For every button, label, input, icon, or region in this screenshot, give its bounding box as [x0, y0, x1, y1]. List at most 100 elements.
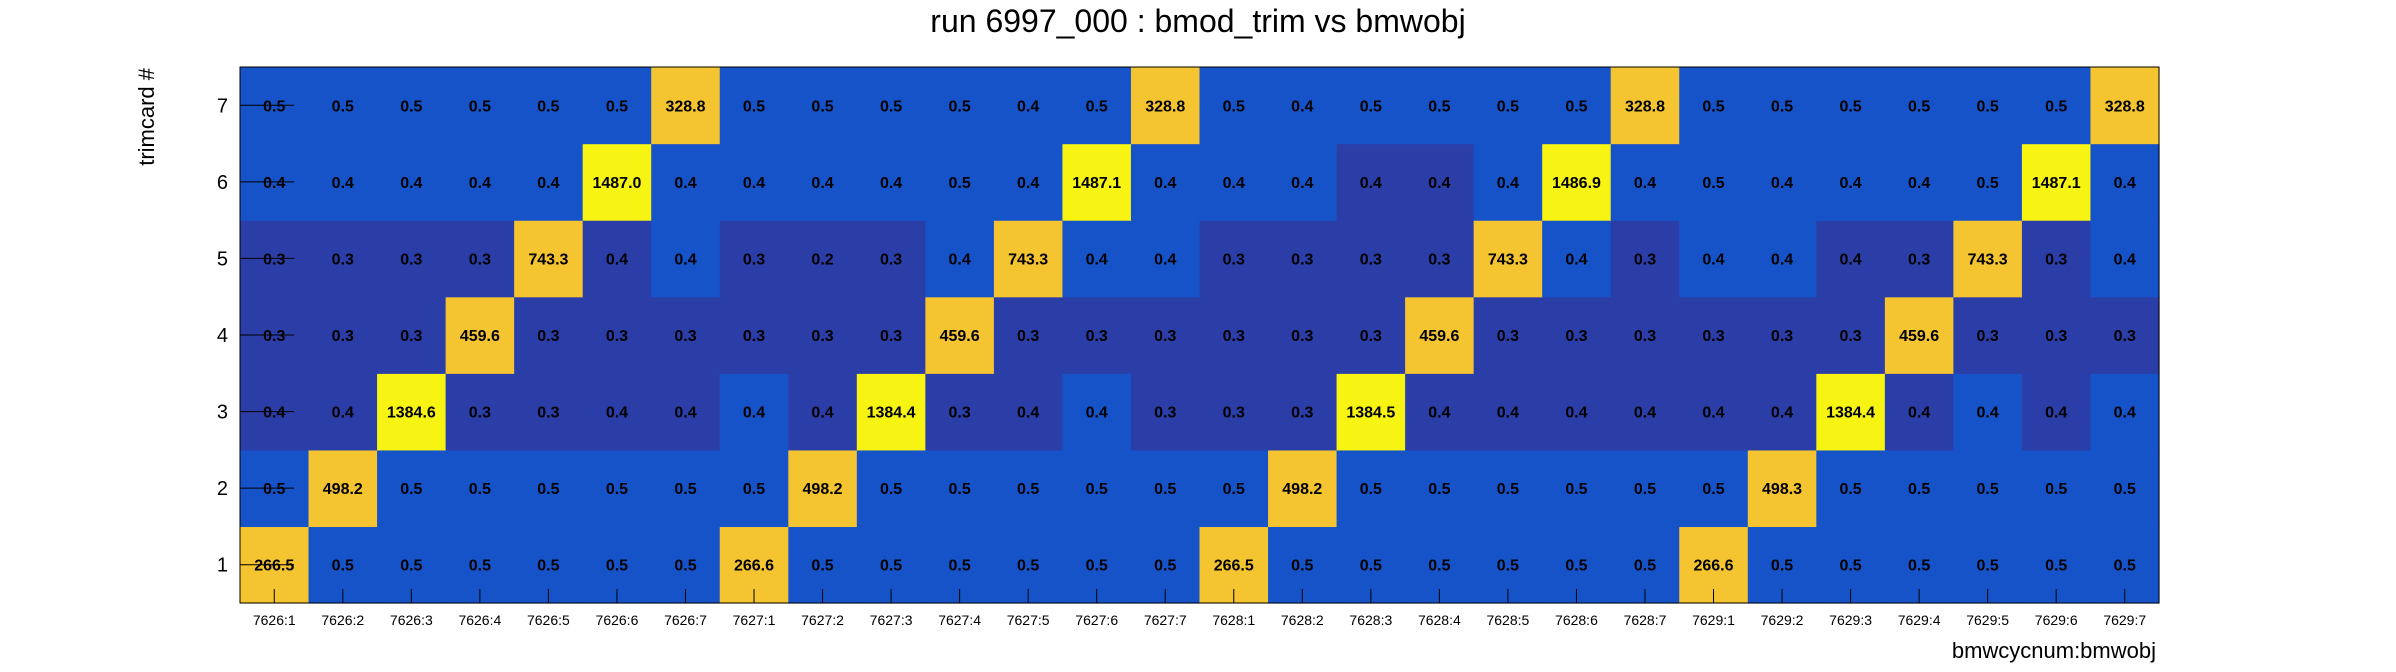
- cell-value-label: 0.4: [332, 405, 354, 422]
- heatmap-cell: [993, 373, 1064, 451]
- heatmap-cell: [1473, 143, 1543, 221]
- cell-value-label: 0.4: [1565, 405, 1587, 422]
- heatmap-cell: [308, 449, 378, 528]
- cell-value-label: 0.5: [1908, 558, 1930, 575]
- heatmap-cell: [1062, 67, 1132, 145]
- cell-value-label: 0.5: [1154, 481, 1176, 498]
- cell-value-label: 0.4: [880, 175, 902, 192]
- heatmap-cell: [788, 220, 858, 298]
- cell-value-label: 0.4: [2114, 251, 2136, 268]
- cell-value-label: 0.4: [1839, 175, 1861, 192]
- heatmap-cell: [1336, 373, 1406, 451]
- heatmap-cell: [1542, 67, 1612, 145]
- x-tick-label: 7627:4: [938, 612, 981, 628]
- heatmap-cell: [788, 373, 858, 451]
- cell-value-label: 0.4: [743, 175, 765, 192]
- cell-value-label: 0.3: [1771, 328, 1793, 345]
- heatmap-cell: [856, 143, 926, 221]
- cell-value-label: 0.3: [469, 405, 491, 422]
- heatmap-cell: [1405, 220, 1475, 298]
- cell-value-label: 0.4: [949, 251, 971, 268]
- cell-value-label: 0.4: [1360, 175, 1382, 192]
- cell-value-label: 328.8: [665, 98, 705, 115]
- cell-value-label: 0.4: [1086, 251, 1108, 268]
- cell-value-label: 0.4: [1977, 405, 1999, 422]
- cell-value-label: 0.5: [263, 481, 285, 498]
- heatmap-cell: [514, 296, 584, 374]
- heatmap-cell: [856, 67, 926, 145]
- heatmap-cell: [1473, 373, 1543, 451]
- cell-value-label: 0.5: [1428, 98, 1450, 115]
- cell-value-label: 0.5: [469, 98, 491, 115]
- heatmap-cell: [445, 67, 515, 145]
- cell-value-label: 0.4: [537, 175, 559, 192]
- cell-value-label: 0.5: [674, 558, 696, 575]
- heatmap-cell: [993, 67, 1064, 145]
- heatmap-cell: [308, 296, 378, 374]
- heatmap-cell: [1610, 67, 1680, 145]
- heatmap-cell: [1747, 449, 1817, 528]
- cell-value-label: 0.5: [743, 98, 765, 115]
- cell-value-label: 0.5: [606, 558, 628, 575]
- y-tick-label: 4: [217, 325, 228, 347]
- x-tick-label: 7628:6: [1555, 612, 1598, 628]
- cell-value-label: 0.5: [332, 558, 354, 575]
- cell-value-label: 0.5: [1223, 98, 1245, 115]
- cell-value-label: 0.3: [1223, 328, 1245, 345]
- cell-value-label: 0.3: [1086, 328, 1108, 345]
- heatmap-cell: [993, 449, 1064, 528]
- cell-value-label: 1486.9: [1552, 175, 1601, 192]
- cell-value-label: 0.4: [1017, 175, 1039, 192]
- heatmap-cell: [445, 373, 515, 451]
- heatmap-cell: [2021, 220, 2092, 298]
- cell-value-label: 0.5: [1428, 481, 1450, 498]
- cell-value-label: 0.4: [1497, 405, 1519, 422]
- heatmap-cell: [514, 220, 584, 298]
- cell-value-label: 0.4: [1223, 175, 1245, 192]
- heatmap-cell: [1473, 67, 1543, 145]
- cell-value-label: 266.5: [1214, 558, 1254, 575]
- heatmap-cell: [377, 449, 447, 528]
- cell-value-label: 0.5: [1497, 481, 1519, 498]
- heatmap-cell: [1610, 449, 1680, 528]
- cell-value-label: 0.3: [1565, 328, 1587, 345]
- heatmap-cell: [1679, 296, 1749, 374]
- y-tick-label: 5: [217, 248, 228, 270]
- x-tick-label: 7628:1: [1212, 612, 1255, 628]
- x-tick-label: 7626:3: [390, 612, 433, 628]
- cell-value-label: 0.3: [1977, 328, 1999, 345]
- x-tick-label: 7629:3: [1829, 612, 1872, 628]
- heatmap-cell: [1405, 449, 1475, 528]
- heatmap-cell: [2021, 373, 2092, 451]
- heatmap-cell: [445, 296, 515, 374]
- heatmap-cell: [651, 296, 721, 374]
- cell-value-label: 0.5: [2114, 558, 2136, 575]
- x-tick-label: 7628:7: [1624, 612, 1667, 628]
- heatmap-cell: [1336, 220, 1406, 298]
- heatmap-cell: [1268, 143, 1338, 221]
- heatmap-cell: [2090, 220, 2160, 298]
- heatmap-cell: [582, 143, 652, 221]
- cell-value-label: 498.2: [803, 481, 843, 498]
- cell-value-label: 0.3: [880, 328, 902, 345]
- cell-value-label: 459.6: [460, 328, 500, 345]
- heatmap-cell: [1336, 296, 1406, 374]
- cell-value-label: 0.4: [1908, 405, 1930, 422]
- heatmap-cell: [1405, 373, 1475, 451]
- chart-title: run 6997_000 : bmod_trim vs bmwobj: [930, 3, 1465, 39]
- heatmap-cell: [1816, 296, 1886, 374]
- heatmap-cell: [1542, 449, 1612, 528]
- cell-value-label: 0.5: [1771, 558, 1793, 575]
- cell-value-label: 0.3: [1360, 328, 1382, 345]
- cell-value-label: 0.5: [1017, 481, 1039, 498]
- cell-value-label: 0.5: [949, 481, 971, 498]
- cell-value-label: 1487.0: [592, 175, 641, 192]
- heatmap-cell: [1953, 67, 2023, 145]
- cell-value-label: 0.3: [1154, 405, 1176, 422]
- heatmap-cell: [1747, 296, 1817, 374]
- heatmap-cell: [1679, 449, 1749, 528]
- heatmap-cell: [1199, 143, 1269, 221]
- heatmap-cell: [1062, 296, 1132, 374]
- cell-value-label: 0.4: [1428, 175, 1450, 192]
